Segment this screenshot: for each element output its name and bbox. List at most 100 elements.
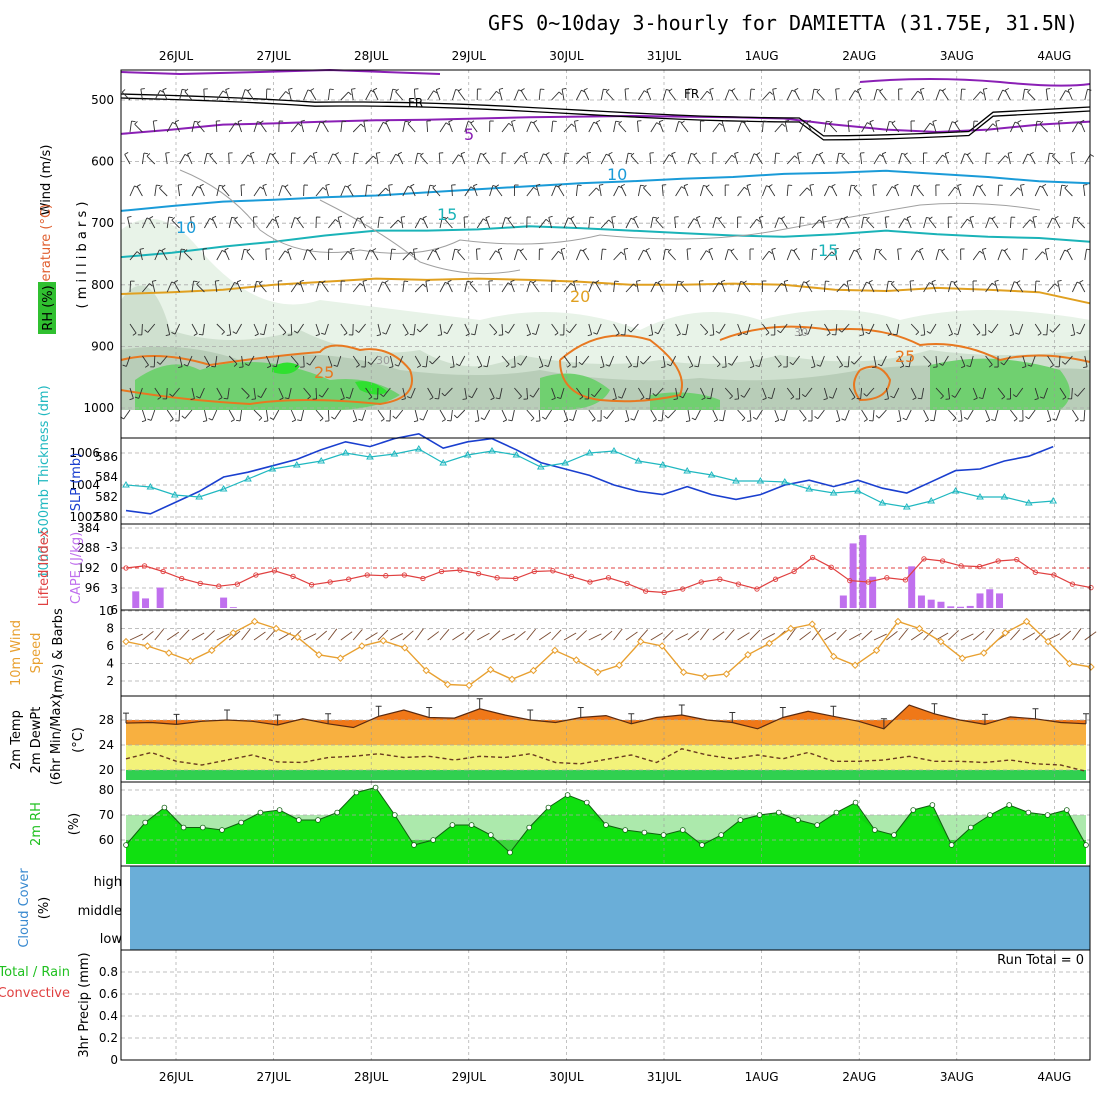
cloud-level-high: high <box>94 875 122 890</box>
wind10-barb <box>266 629 277 641</box>
contour-20 <box>120 277 1091 305</box>
barb-staff <box>303 387 312 397</box>
barb-flag <box>455 363 460 367</box>
barb-flag <box>363 120 368 122</box>
barb-staff <box>657 281 664 293</box>
barb-staff <box>370 355 379 365</box>
barb-staff <box>526 387 529 400</box>
barb-flag <box>235 122 239 126</box>
barb-flag <box>468 395 473 399</box>
barb-flag <box>502 419 507 423</box>
li-marker <box>958 563 964 569</box>
barb-flag <box>784 279 789 282</box>
barb-staff <box>1059 185 1063 197</box>
barb-flag <box>230 419 235 422</box>
barb-flag <box>917 397 922 400</box>
barb-staff <box>489 250 496 261</box>
wind10-barb <box>414 628 424 641</box>
cape-grid <box>121 524 1090 610</box>
barb-staff <box>410 387 416 399</box>
barb-staff <box>898 355 905 367</box>
barb-staff <box>425 281 429 293</box>
barb-flag <box>313 151 318 154</box>
barb-staff <box>526 323 531 335</box>
barb-flag <box>973 397 978 401</box>
barb-flag <box>221 184 226 188</box>
contour-label-15-b: 15 <box>818 241 838 260</box>
wind10-barb <box>724 629 735 641</box>
li-marker <box>828 564 834 570</box>
barb-flag <box>905 365 910 368</box>
barb-staff <box>127 217 131 229</box>
barb-staff <box>154 387 162 398</box>
barb-staff <box>262 185 267 197</box>
barb-staff <box>191 387 195 399</box>
barb-flag <box>473 183 478 187</box>
barb-flag <box>1039 396 1044 399</box>
barb-flag <box>168 216 173 219</box>
rh-marker <box>430 837 437 843</box>
li-line <box>125 556 1092 594</box>
barb-flag <box>209 217 214 221</box>
barb-flag <box>1015 332 1020 335</box>
barb-flag <box>259 186 264 190</box>
barb-staff <box>444 219 453 229</box>
rh-marker <box>987 812 993 818</box>
barb-staff <box>253 409 263 419</box>
barb-staff <box>166 122 173 133</box>
thickness-marker <box>414 445 423 452</box>
barb-staff <box>474 323 478 335</box>
barb-staff <box>303 355 305 368</box>
barb-staff <box>1059 249 1066 261</box>
barb-staff <box>605 91 614 101</box>
wind10-barb <box>1072 628 1082 641</box>
bottom-date-26JUL: 26JUL <box>159 1070 194 1084</box>
barb-staff <box>786 387 795 398</box>
thickness-marker <box>244 475 252 482</box>
thickness-marker <box>122 481 130 488</box>
barb-staff <box>358 323 366 333</box>
barb-staff <box>655 219 664 229</box>
temp-band-orange <box>126 720 1086 745</box>
barb-flag <box>603 415 608 420</box>
barb-staff <box>397 153 404 165</box>
barb-flag <box>902 417 907 421</box>
barb-flag <box>134 121 138 125</box>
barb-staff <box>476 153 481 165</box>
barb-staff <box>535 185 540 197</box>
barb-staff <box>426 120 429 133</box>
barb-staff <box>650 323 654 335</box>
barb-flag <box>376 334 381 337</box>
barb-flag <box>859 334 864 337</box>
barb-flag <box>420 152 424 157</box>
barb-staff <box>129 280 132 293</box>
barb-staff <box>121 91 131 101</box>
barb-flag <box>673 398 678 400</box>
barb-staff <box>896 323 900 335</box>
barb-flag <box>785 119 790 122</box>
barb-flag <box>250 151 255 155</box>
barb-staff <box>507 218 515 229</box>
rh-shading <box>121 218 1090 410</box>
barb-flag <box>233 363 238 367</box>
barb-staff <box>799 323 804 335</box>
cape-bars <box>132 535 1004 608</box>
barb-flag <box>482 218 487 222</box>
barb-flag <box>705 184 710 188</box>
barb-staff <box>611 217 615 229</box>
barb-flag <box>961 365 966 369</box>
li-marker <box>624 580 630 587</box>
barb-staff <box>204 218 211 229</box>
barb-flag <box>930 419 935 422</box>
top-date-4AUG: 4AUG <box>1037 49 1071 63</box>
barb-staff <box>569 323 577 333</box>
barb-flag <box>835 420 840 423</box>
barb-flag <box>416 328 421 333</box>
barb-staff <box>737 409 746 419</box>
barb-staff <box>574 121 577 133</box>
barb-flag <box>444 216 449 221</box>
barb-flag <box>696 215 701 219</box>
barb-flag <box>432 184 437 189</box>
barb-flag <box>310 155 314 159</box>
